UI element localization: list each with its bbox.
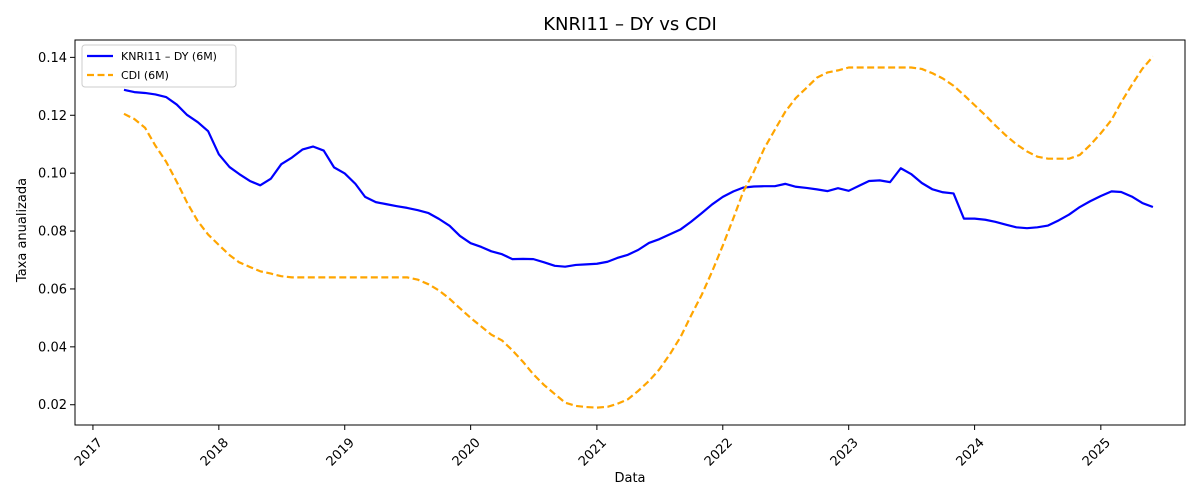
y-tick-label: 0.14	[38, 51, 67, 66]
legend-box	[81, 44, 237, 88]
x-tick-label: 2018	[198, 435, 232, 469]
x-tick-label: 2017	[72, 435, 106, 469]
x-axis: 2017 2018 2019 2020 2021 2022 2023 2024 2025	[72, 425, 1114, 469]
x-tick-label: 2025	[1080, 435, 1114, 469]
y-tick-label: 0.04	[38, 340, 67, 355]
x-tick-label: 2022	[702, 435, 736, 469]
x-tick-label: 2021	[576, 435, 610, 469]
y-tick-label: 0.06	[38, 282, 67, 297]
legend-label-2: CDI (6M)	[121, 69, 169, 82]
y-axis: 0.02 0.04 0.06 0.08 0.10 0.12 0.14	[38, 51, 75, 413]
chart-title: KNRI11 – DY vs CDI	[543, 14, 717, 35]
plot-area-frame	[74, 39, 1186, 426]
x-tick-label: 2019	[324, 435, 358, 469]
x-tick-label: 2023	[828, 435, 862, 469]
y-tick-label: 0.12	[38, 109, 67, 124]
legend: KNRI11 – DY (6M) CDI (6M)	[81, 44, 237, 88]
x-tick-label: 2020	[450, 435, 484, 469]
y-tick-label: 0.08	[38, 225, 67, 240]
y-axis-label: Taxa anualizada	[15, 178, 30, 283]
series-line-1	[123, 88, 1154, 268]
series-layer	[123, 55, 1154, 409]
y-tick-label: 0.02	[38, 398, 67, 413]
y-tick-label: 0.10	[38, 167, 67, 182]
legend-label-1: KNRI11 – DY (6M)	[121, 50, 217, 63]
x-axis-label: Data	[614, 471, 645, 486]
x-tick-label: 2024	[954, 435, 988, 469]
series-line-2	[123, 55, 1154, 409]
